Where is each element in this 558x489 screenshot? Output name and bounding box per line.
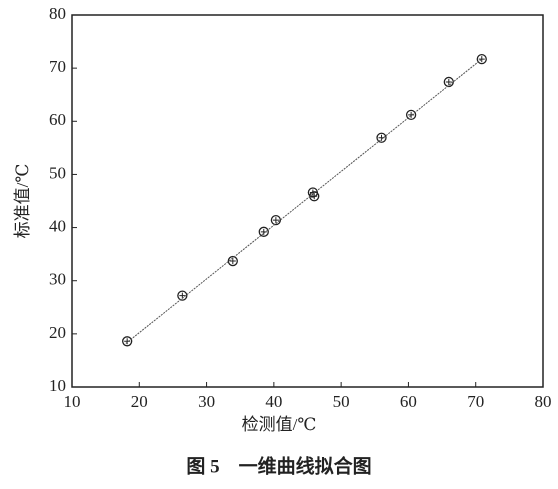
data-point (122, 336, 133, 347)
x-tick-label: 20 (131, 392, 148, 411)
marker-ring (270, 214, 282, 226)
y-tick-label: 50 (49, 163, 66, 182)
marker-ring (258, 226, 269, 237)
fit-line (125, 58, 483, 344)
y-tick-label: 30 (49, 270, 66, 289)
y-axis-label: 标准值/℃ (13, 164, 32, 239)
data-point (476, 53, 487, 65)
x-tick-label: 80 (535, 392, 552, 411)
y-tick-label: 20 (49, 323, 66, 342)
marker-ring (376, 132, 387, 143)
marker-cross (311, 193, 318, 200)
data-point (376, 132, 387, 143)
marker-ring (476, 53, 487, 65)
x-tick-label: 70 (467, 392, 484, 411)
x-axis-label: 检测值/℃ (242, 415, 317, 434)
marker-ring (122, 336, 133, 347)
x-tick-label: 30 (198, 392, 215, 411)
data-point (405, 109, 417, 121)
data-point (270, 214, 282, 226)
y-tick-label: 60 (49, 110, 66, 129)
marker-ring (227, 255, 238, 267)
marker-cross (478, 56, 485, 63)
y-tick-label: 70 (49, 57, 66, 76)
data-point (309, 191, 320, 202)
plot-frame (71, 14, 544, 388)
marker-ring (177, 290, 188, 301)
marker-cross (179, 292, 186, 299)
marker-ring (443, 76, 454, 88)
data-point (227, 255, 238, 267)
data-point (443, 76, 454, 88)
data-point (258, 226, 269, 237)
x-tick-label: 50 (333, 392, 350, 411)
data-point (177, 290, 188, 301)
chart-title: 图 5 一维曲线拟合图 (186, 454, 371, 477)
x-tick-label: 60 (400, 392, 417, 411)
marker-cross (445, 78, 452, 85)
marker-cross (229, 258, 236, 265)
marker-cross (408, 111, 415, 118)
y-tick-label: 10 (49, 376, 66, 395)
marker-ring (405, 109, 417, 121)
x-tick-label: 40 (265, 392, 282, 411)
marker-cross (378, 134, 385, 141)
marker-cross (260, 228, 267, 235)
x-tick-label: 10 (64, 392, 81, 411)
y-tick-label: 40 (49, 216, 66, 235)
marker-cross (272, 217, 279, 224)
y-tick-label: 80 (49, 4, 66, 23)
